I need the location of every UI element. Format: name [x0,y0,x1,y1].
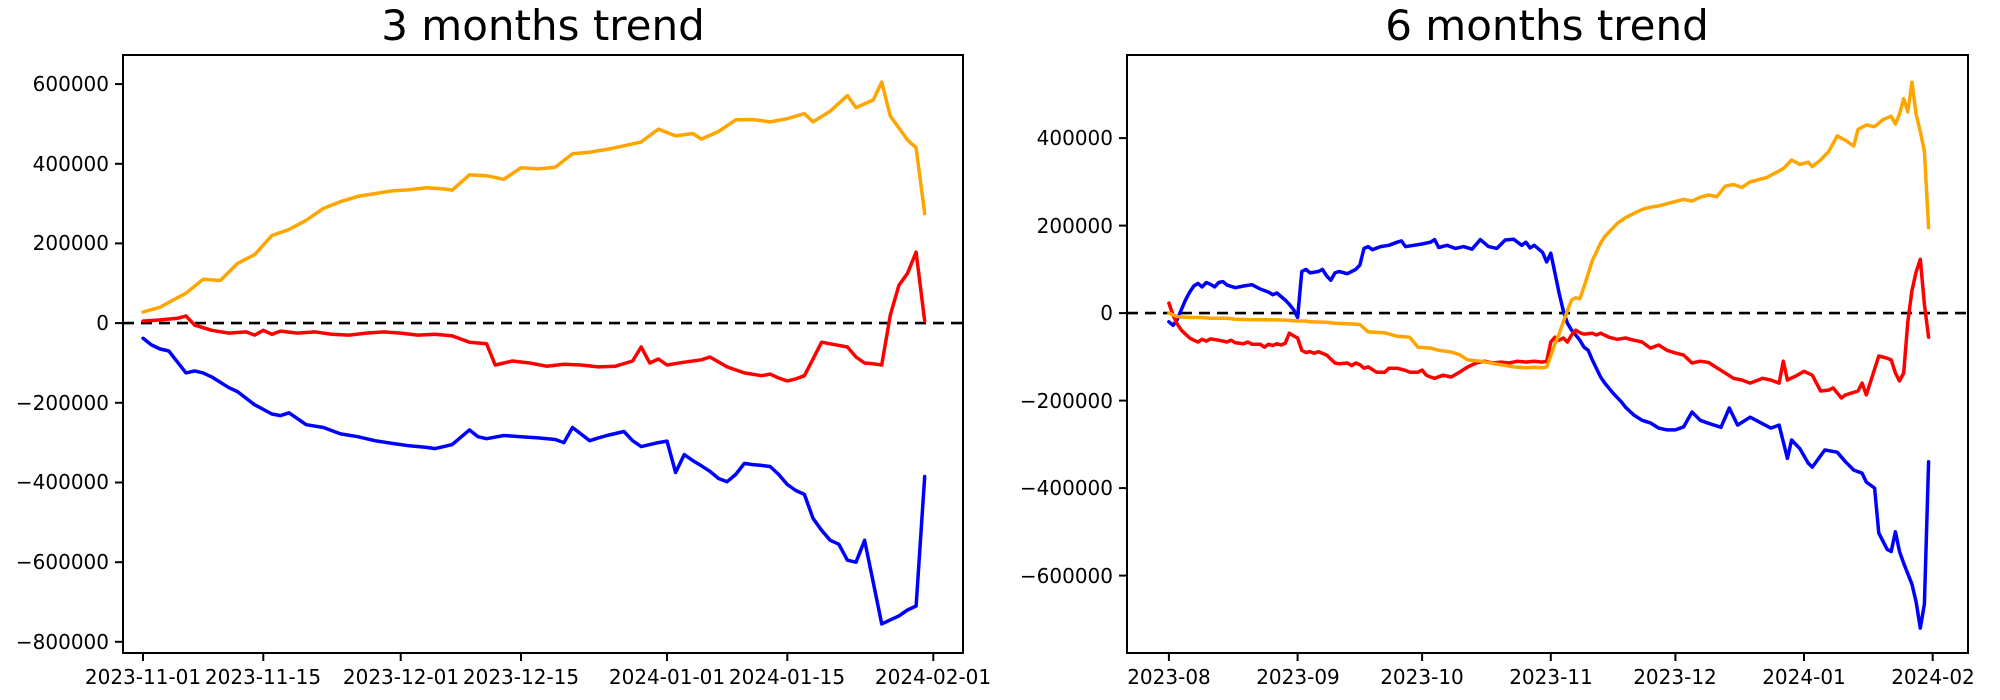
y-tick-label: −600000 [1019,564,1113,588]
x-tick-label: 2024-01-01 [608,665,726,689]
axes-6-months [1119,54,1969,661]
x-tick-label: 2024-01-15 [728,665,846,689]
y-tick-label: 400000 [1036,126,1113,150]
axes-3-months [115,54,964,661]
series-line-orange [1167,80,1931,370]
y-tick-label: 0 [1100,301,1113,325]
y-tick-label: 200000 [1036,214,1113,238]
x-tick-label: 2024-01 [1762,665,1846,689]
y-tick-label: 600000 [32,72,109,96]
series-line-blue [141,336,927,626]
series-line-orange [141,80,927,314]
y-tick-label: 0 [96,311,109,335]
series-line-red [1167,257,1931,400]
y-tick-label: −200000 [1019,389,1113,413]
axes-spines [122,54,964,654]
y-tick-label: −200000 [15,391,109,415]
x-tick-label: 2023-10 [1380,665,1464,689]
chart-title-3-months: 3 months trend [381,1,705,50]
x-tick-label: 2023-12-01 [342,665,460,689]
axes-spines [1126,54,1969,654]
x-tick-label: 2023-12 [1633,665,1717,689]
y-tick-label: 200000 [32,231,109,255]
y-tick-label: −800000 [15,630,109,654]
y-tick-label: 400000 [32,152,109,176]
y-tick-label: −400000 [1019,476,1113,500]
series-line-red [141,250,927,383]
x-tick-label: 2023-12-15 [462,665,580,689]
x-tick-label: 2023-09 [1256,665,1340,689]
x-tick-label: 2023-08 [1127,665,1211,689]
series-line-blue [1167,237,1931,630]
x-tick-label: 2024-02-01 [874,665,992,689]
x-tick-label: 2023-11-15 [204,665,322,689]
chart-title-6-months: 6 months trend [1385,1,1709,50]
y-tick-label: −400000 [15,470,109,494]
x-tick-label: 2023-11 [1509,665,1593,689]
x-tick-label: 2024-02 [1891,665,1975,689]
y-tick-label: −600000 [15,550,109,574]
x-tick-label: 2023-11-01 [84,665,202,689]
